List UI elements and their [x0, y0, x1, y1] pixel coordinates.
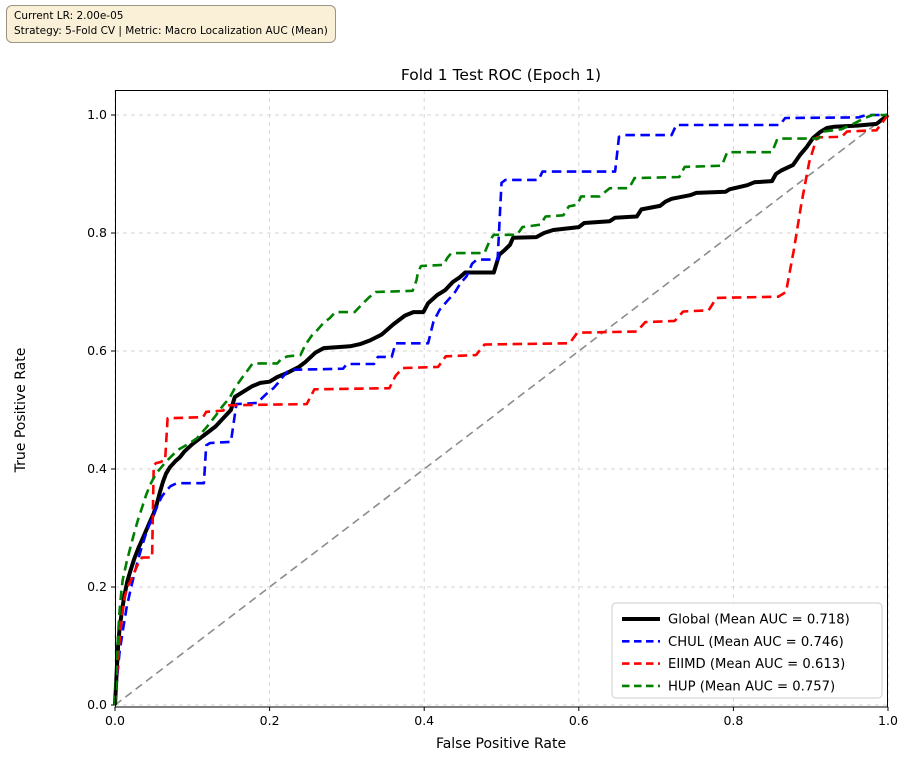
x-tick-label: 1.0 — [878, 713, 898, 728]
y-tick-label: 0.4 — [87, 461, 107, 476]
y-tick-label: 0.2 — [87, 579, 107, 594]
y-tick-label: 0.6 — [87, 343, 107, 358]
info-line-strategy-metric: Strategy: 5-Fold CV | Metric: Macro Loca… — [14, 24, 328, 37]
plot-border — [115, 90, 888, 708]
roc-curves — [113, 113, 890, 706]
legend-label: EIIMD (Mean AUC = 0.613) — [668, 657, 845, 672]
x-axis-label: False Positive Rate — [436, 736, 566, 752]
y-tick-label: 0.0 — [87, 697, 107, 712]
legend-label: HUP (Mean AUC = 0.757) — [668, 680, 835, 695]
roc-curve-chul — [113, 113, 888, 706]
y-tick-label: 0.8 — [87, 225, 107, 240]
legend: Global (Mean AUC = 0.718) CHUL (Mean AUC … — [611, 602, 883, 699]
x-tick-label: 0.0 — [105, 713, 125, 728]
x-tick-label: 0.2 — [260, 713, 280, 728]
roc-curve-eiimd — [113, 114, 890, 706]
legend-item-global: Global (Mean AUC = 0.718) — [622, 613, 850, 628]
training-info-box: Current LR: 2.00e-05 Strategy: 5-Fold CV… — [6, 5, 336, 43]
legend-label: Global (Mean AUC = 0.718) — [668, 613, 850, 628]
y-axis-label: True Positive Rate — [13, 348, 29, 474]
chance-diagonal-line — [114, 114, 889, 706]
roc-curve-hup — [113, 113, 888, 706]
chart-title: Fold 1 Test ROC (Epoch 1) — [401, 66, 601, 84]
legend-item-eiimd: EIIMD (Mean AUC = 0.613) — [622, 657, 845, 672]
x-tick-label: 0.6 — [569, 713, 589, 728]
x-tick-label: 0.4 — [414, 713, 434, 728]
roc-curve-global — [113, 113, 890, 706]
legend-item-chul: CHUL (Mean AUC = 0.746) — [622, 635, 844, 650]
legend-box — [611, 602, 883, 699]
x-tick-label: 0.8 — [723, 713, 743, 728]
legend-item-hup: HUP (Mean AUC = 0.757) — [622, 680, 835, 695]
y-tick-label: 1.0 — [87, 107, 107, 122]
axis-ticks: 0.0 0.2 0.4 0.6 0.8 1.0 0.0 0.2 0.4 0.6 0.8 1.0 — [87, 107, 898, 728]
grid-lines — [114, 90, 889, 707]
info-line-current-lr: Current LR: 2.00e-05 — [14, 10, 124, 22]
legend-label: CHUL (Mean AUC = 0.746) — [668, 635, 844, 650]
